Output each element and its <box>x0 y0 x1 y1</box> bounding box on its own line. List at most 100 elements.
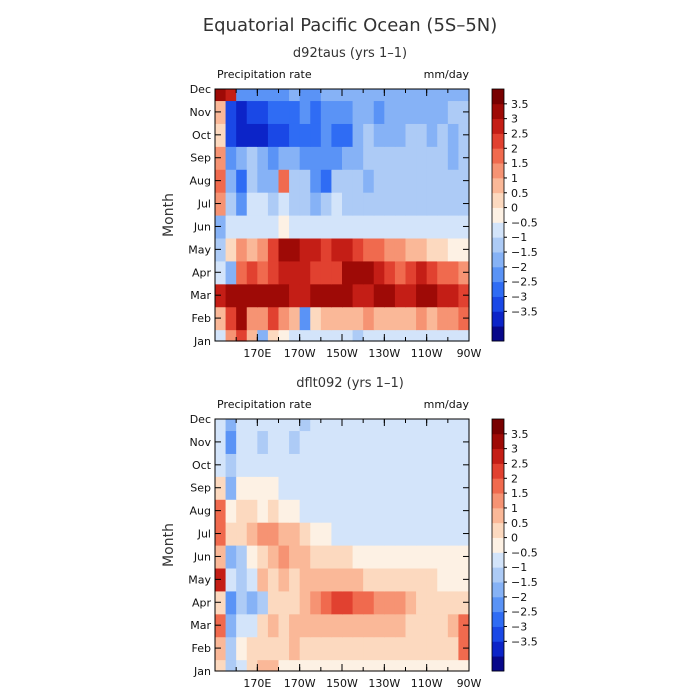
x-tick-label: 170W <box>284 677 316 690</box>
heatmap-cell <box>278 430 290 454</box>
heatmap-cell <box>246 590 258 615</box>
y-tick-label: Aug <box>190 505 211 518</box>
heatmap-cell <box>320 430 333 454</box>
heatmap-cell <box>225 636 237 661</box>
colorbar-label: −3.5 <box>511 635 538 648</box>
heatmap-cell <box>289 636 301 661</box>
colorbar-label: −2.5 <box>511 606 538 619</box>
heatmap-cell <box>331 260 343 285</box>
colorbar-swatch <box>492 326 504 342</box>
heatmap-cell <box>426 522 438 546</box>
colorbar-swatch <box>492 478 504 494</box>
heatmap-cell <box>267 215 280 239</box>
colorbar-swatch <box>492 207 504 223</box>
heatmap-cell <box>416 522 428 546</box>
colorbar-swatch <box>492 507 504 524</box>
heatmap-cell <box>257 613 269 638</box>
heatmap-cell <box>447 430 460 454</box>
heatmap-cell <box>331 499 343 523</box>
heatmap-cell <box>426 659 438 672</box>
heatmap-cell <box>225 522 237 546</box>
heatmap-cell <box>320 636 333 661</box>
heatmap-cell <box>278 522 290 546</box>
heatmap-cell <box>320 613 333 638</box>
colorbar-frame <box>491 418 505 672</box>
heatmap-cell <box>299 123 311 147</box>
heatmap-cell <box>310 567 322 592</box>
heatmap-cell <box>310 146 322 170</box>
heatmap-cell <box>373 260 385 285</box>
colorbar-swatch <box>492 163 504 179</box>
heatmap-cell <box>267 522 280 546</box>
heatmap-cell <box>373 215 385 239</box>
heatmap-cell <box>437 100 449 124</box>
heatmap-cell <box>352 613 364 638</box>
y-tick-label: May <box>188 573 211 586</box>
y-tick-label: Nov <box>190 436 212 449</box>
heatmap-cell <box>426 89 438 102</box>
heatmap-cell <box>246 215 258 239</box>
heatmap-cell <box>278 123 290 147</box>
heatmap-cell <box>257 545 269 569</box>
heatmap-cell <box>310 169 322 193</box>
heatmap-cell <box>267 237 280 262</box>
heatmap-cell <box>447 453 460 477</box>
heatmap-cell <box>257 430 269 454</box>
colorbar-label: 3 <box>511 443 518 456</box>
heatmap-cell <box>342 590 354 615</box>
variable-label: Precipitation rate <box>217 398 312 411</box>
heatmap-cell <box>331 453 343 477</box>
heatmap-cell <box>373 306 385 331</box>
heatmap-cell <box>447 123 460 147</box>
heatmap-cell <box>246 659 258 672</box>
y-tick-label: Jul <box>197 198 211 211</box>
heatmap-cell <box>246 567 258 592</box>
heatmap-cell <box>363 613 375 638</box>
colorbar-label: −0.5 <box>511 546 538 559</box>
heatmap-cell <box>246 613 258 638</box>
heatmap-cell <box>246 192 258 216</box>
heatmap-cell <box>289 567 301 592</box>
heatmap-cell <box>394 636 407 661</box>
heatmap-cell <box>394 522 407 546</box>
heatmap-cell <box>236 260 248 285</box>
heatmap-cell <box>405 476 417 500</box>
heatmap-cell <box>437 215 449 239</box>
heatmap-cell <box>373 283 385 308</box>
heatmap-cell <box>289 146 301 170</box>
heatmap-cell <box>342 567 354 592</box>
heatmap-cell <box>257 476 269 500</box>
heatmap-cell <box>363 329 375 342</box>
heatmap-cell <box>373 453 385 477</box>
heatmap-cell <box>267 329 280 342</box>
colorbar-label: 1.5 <box>511 487 529 500</box>
heatmap-cell <box>394 100 407 124</box>
heatmap-cell <box>267 430 280 454</box>
colorbar: 3.5 32.5 2 1.5 1 0.5 0−0.5 −1 −1.5 −2 −2.5 −3−3.5 <box>491 418 538 672</box>
heatmap-cell <box>352 237 364 262</box>
heatmap-cell <box>405 283 417 308</box>
heatmap-cell <box>447 100 460 124</box>
heatmap-cell <box>394 237 407 262</box>
heatmap-cell <box>373 237 385 262</box>
heatmap-cell <box>257 306 269 331</box>
heatmap-cell <box>320 169 333 193</box>
heatmap-cell <box>289 192 301 216</box>
heatmap-cell <box>342 453 354 477</box>
heatmap-cell <box>352 567 364 592</box>
heatmap-cell <box>426 237 438 262</box>
heatmap-cell <box>299 329 311 342</box>
colorbar-label: −2.5 <box>511 276 538 289</box>
heatmap-cell <box>384 237 396 262</box>
heatmap-cell <box>257 260 269 285</box>
heatmap-cell <box>225 89 237 102</box>
heatmap-cell <box>373 419 385 432</box>
heatmap-cell <box>246 499 258 523</box>
heatmap-cell <box>342 89 354 102</box>
heatmap-cell <box>225 146 237 170</box>
heatmap-cell <box>215 419 227 432</box>
heatmap-cell <box>384 430 396 454</box>
heatmap-cell <box>373 636 385 661</box>
heatmap-cell <box>342 237 354 262</box>
heatmap-cell <box>384 260 396 285</box>
